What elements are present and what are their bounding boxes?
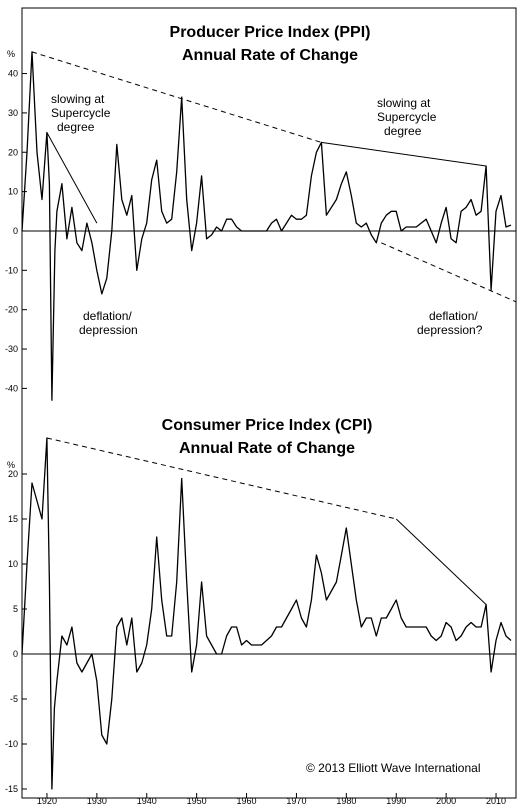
ppi-trendline-3 [46,132,98,224]
x-tick-label: 1970 [286,796,306,806]
ppi-y-tick-label: -20 [5,305,18,315]
cpi-unit-label: % [7,460,15,470]
ppi-y-tick-label: -40 [5,383,18,393]
ppi-unit-label: % [7,49,15,59]
x-tick-label: 2010 [486,796,506,806]
x-tick-label: 1920 [37,796,57,806]
cpi-trendline-2 [395,518,487,605]
ppi-y-tick-label: 30 [8,108,18,118]
cpi-y-tick-label: 15 [8,514,18,524]
svg-text:depression?: depression? [417,323,483,337]
svg-text:degree: degree [384,124,422,138]
svg-text:Supercycle: Supercycle [51,106,111,120]
ppi-trendline-2 [321,141,487,167]
ppi-annotation-1: slowing at Supercycle degree [51,92,111,134]
cpi-trendline-1 [46,437,397,520]
x-tick-label: 1960 [237,796,257,806]
ppi-y-tick-label: 40 [8,69,18,79]
ppi-y-tick-label: -10 [5,265,18,275]
ppi-y-tick-label: -30 [5,344,18,354]
cpi-subtitle: Annual Rate of Change [179,440,355,457]
x-tick-label: 1980 [336,796,356,806]
cpi-y-tick-label: 20 [8,469,18,479]
ppi-annotation-3: deflation/ depression [79,309,138,337]
svg-text:deflation/: deflation/ [83,309,132,323]
cpi-y-tick-label: -10 [5,739,18,749]
ppi-series-line [21,51,512,401]
svg-text:depression: depression [79,323,138,337]
ppi-y-tick-label: 0 [13,226,18,236]
svg-text:slowing at: slowing at [377,96,431,110]
ppi-trendline-4 [381,242,517,303]
cpi-y-tick-label: -5 [10,694,18,704]
x-tick-label: 1950 [187,796,207,806]
ppi-annotation-2: slowing at Supercycle degree [377,96,437,138]
svg-text:deflation/: deflation/ [429,309,478,323]
ppi-y-tick-label: 20 [8,147,18,157]
cpi-y-tick-label: 5 [13,604,18,614]
ppi-y-tick-label: 10 [8,187,18,197]
ppi-subtitle: Annual Rate of Change [182,47,358,64]
svg-text:degree: degree [57,120,95,134]
cpi-y-tick-label: -15 [5,784,18,794]
x-tick-label: 1930 [87,796,107,806]
x-tick-label: 1940 [137,796,157,806]
svg-text:Supercycle: Supercycle [377,110,437,124]
cpi-title: Consumer Price Index (CPI) [162,417,373,434]
cpi-series-line [21,437,512,790]
cpi-y-tick-label: 10 [8,559,18,569]
cpi-y-tick-label: 0 [13,649,18,659]
x-tick-label: 1990 [386,796,406,806]
ppi-trendline-1 [31,51,322,143]
ppi-title: Producer Price Index (PPI) [170,24,371,41]
svg-text:slowing at: slowing at [51,92,105,106]
ppi-annotation-4: deflation/ depression? [417,309,483,337]
plot-frame [21,7,517,799]
copyright-text: © 2013 Elliott Wave International [306,761,481,775]
x-tick-label: 2000 [436,796,456,806]
